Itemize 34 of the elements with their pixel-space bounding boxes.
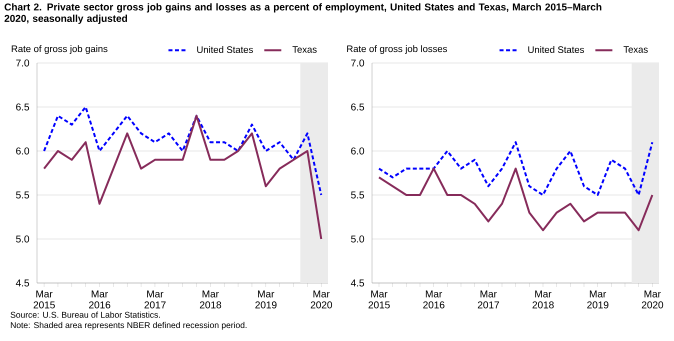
y-tick-label: 6.0 bbox=[16, 147, 30, 155]
text: Note: Shaded area represents NBER defined recession period. bbox=[10, 322, 246, 330]
x-tick-label: Mar 2017 bbox=[478, 290, 500, 308]
chart-title: Chart 2. Private sector gross job gains and losses as a percent of employment, United States and Texas, March 2015–March 2020, seasonally adjusted bbox=[4, 3, 602, 24]
y-tick-label: 7.0 bbox=[351, 59, 364, 67]
x-tick-label: Mar 2019 bbox=[587, 290, 608, 308]
legend-label: United States bbox=[197, 46, 253, 54]
y-tick-label: 6.5 bbox=[16, 103, 30, 111]
x-tick-label: Mar 2017 bbox=[144, 290, 166, 308]
y-tick-label: 4.5 bbox=[350, 280, 364, 286]
y-tick-label: 5.5 bbox=[16, 192, 30, 198]
y-axis-title: Rate of gross job losses bbox=[347, 45, 448, 54]
x-tick-label: Mar 2016 bbox=[423, 290, 444, 308]
y-tick-label: 5.0 bbox=[16, 235, 30, 243]
line-series bbox=[43, 106, 322, 196]
x-tick-label: Mar 2015 bbox=[368, 290, 390, 308]
y-tick-label: 5.0 bbox=[351, 235, 364, 243]
x-tick-label: Mar 2015 bbox=[34, 290, 55, 308]
legend-label: Texas bbox=[292, 46, 317, 53]
y-tick-label: 7.0 bbox=[16, 59, 30, 67]
x-tick-label: Mar 2020 bbox=[310, 290, 332, 308]
x-tick-label: Mar 2018 bbox=[200, 290, 222, 308]
y-tick-label: 5.5 bbox=[351, 192, 364, 198]
y-tick-label: 6.5 bbox=[351, 103, 364, 111]
x-tick-label: Mar 2020 bbox=[642, 290, 664, 308]
legend-label: United States bbox=[528, 46, 584, 54]
x-tick-label: Mar 2018 bbox=[532, 290, 554, 308]
legend-label: Texas bbox=[624, 46, 648, 53]
source-note: Source: U.S. Bureau of Labor Statistics. bbox=[10, 312, 160, 318]
y-axis-title: Rate of gross job gains bbox=[12, 45, 108, 54]
x-tick-label: Mar 2019 bbox=[255, 290, 277, 308]
y-tick-label: 6.0 bbox=[351, 147, 364, 155]
y-tick-label: 4.5 bbox=[16, 280, 30, 286]
x-tick-label: Mar 2016 bbox=[89, 290, 110, 308]
